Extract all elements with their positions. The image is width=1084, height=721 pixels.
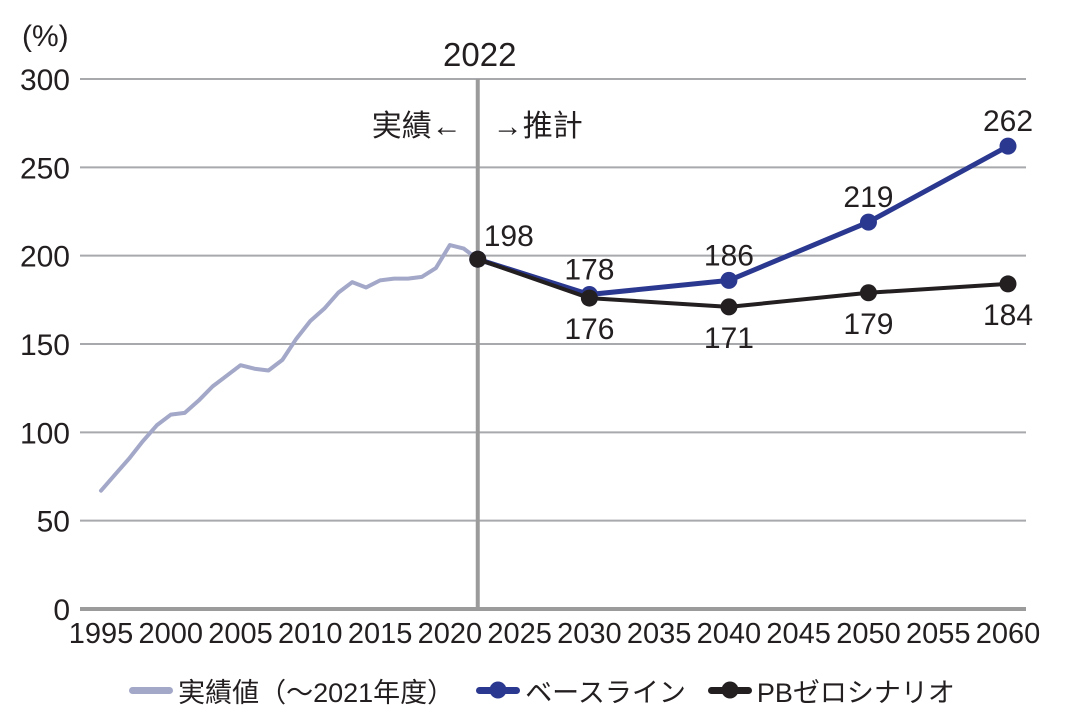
y-tick-label: 100: [20, 417, 70, 450]
y-tick-label: 150: [20, 329, 70, 362]
x-tick-label: 2025: [487, 618, 552, 650]
data-point: [580, 289, 598, 307]
legend-item: PBゼロシナリオ: [707, 671, 955, 710]
data-point-label: 171: [704, 322, 754, 355]
legend-item: 実績値（～2021年度）: [129, 671, 454, 710]
data-point: [720, 298, 738, 316]
data-point-label: 184: [983, 299, 1033, 332]
x-tick-label: 2050: [836, 618, 901, 650]
y-tick-label: 300: [20, 64, 70, 97]
x-tick-label: 2045: [766, 618, 831, 650]
data-point: [999, 275, 1017, 293]
data-point: [859, 284, 877, 302]
data-point: [859, 213, 877, 231]
projection-divider: 2022 実績← →推計: [372, 36, 583, 609]
x-tick-label: 1995: [69, 618, 134, 650]
actual-side-label: 実績←: [372, 110, 462, 143]
data-point: [999, 137, 1017, 155]
legend-item: ベースライン: [476, 671, 686, 710]
legend-line-swatch: [707, 681, 752, 699]
data-point-label: 219: [843, 181, 893, 214]
chart-legend: 実績値（～2021年度） ベースライン PBゼロシナリオ: [0, 662, 1084, 718]
legend-marker-dot: [489, 681, 507, 699]
x-tick-label: 2060: [976, 618, 1041, 650]
legend-label: ベースライン: [525, 677, 686, 708]
x-tick-label: 2030: [557, 618, 622, 650]
data-point-label: 176: [564, 313, 614, 346]
y-tick-label: 250: [20, 152, 70, 185]
data-point: [469, 250, 487, 268]
divider-year-label: 2022: [443, 36, 516, 73]
y-axis-tick-labels: 0 50 100 150 200 250 300: [20, 64, 70, 627]
series-0: [99, 243, 480, 493]
unit-label: (%): [22, 20, 69, 53]
x-tick-label: 2015: [348, 618, 413, 650]
x-axis-tick-labels: 1995 2000 2005 2010 2015 2020 2025 2030 2035 2040…: [69, 618, 1041, 650]
series-1: [469, 137, 1017, 304]
x-tick-label: 2040: [697, 618, 762, 650]
x-tick-label: 2035: [627, 618, 692, 650]
debt-ratio-line-chart: 0 50 100 150 200 250 300 (%) 1995 2000 2005 2010 201…: [20, 20, 1041, 650]
data-point-label: 262: [983, 105, 1033, 138]
x-tick-label: 2020: [418, 618, 483, 650]
series-2: [469, 250, 1017, 316]
y-tick-label: 50: [37, 506, 70, 539]
x-tick-label: 2055: [906, 618, 971, 650]
projection-side-label: →推計: [493, 110, 583, 143]
gridlines: [80, 78, 1026, 611]
y-tick-label: 200: [20, 241, 70, 274]
data-point-label: 198: [484, 220, 534, 253]
legend-line-swatch: [476, 681, 521, 699]
data-point-label: 178: [564, 254, 614, 287]
y-tick-label: 0: [53, 594, 70, 627]
x-tick-label: 2010: [278, 618, 343, 650]
legend-label: PBゼロシナリオ: [756, 677, 955, 708]
legend-label: 実績値（～2021年度）: [178, 677, 455, 708]
x-tick-label: 2005: [208, 618, 273, 650]
data-point: [720, 271, 738, 289]
data-labels: 198 178 186 219 262 176 171 179 184: [484, 105, 1033, 355]
data-point-label: 186: [704, 239, 754, 272]
legend-marker-dot: [721, 681, 739, 699]
x-tick-label: 2000: [139, 618, 204, 650]
legend-line-swatch: [129, 686, 174, 694]
series-line: [99, 243, 480, 493]
y-axis-unit: (%): [22, 20, 69, 53]
data-point-label: 179: [843, 308, 893, 341]
